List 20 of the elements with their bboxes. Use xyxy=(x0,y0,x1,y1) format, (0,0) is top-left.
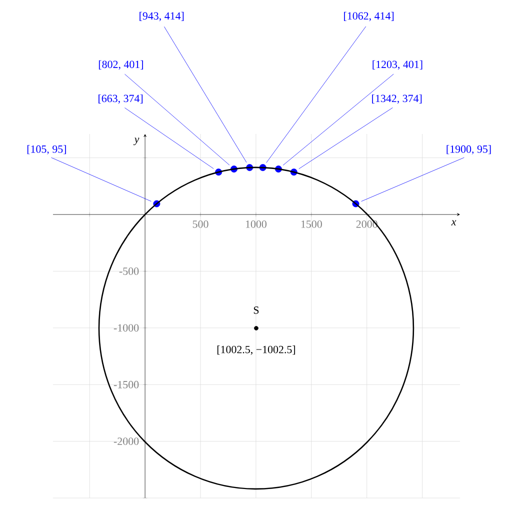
annotation: [802, 401] xyxy=(98,60,143,70)
y-axis-title: y xyxy=(133,138,140,146)
x-axis-title: x xyxy=(451,220,456,226)
annotation: [1062, 414] xyxy=(344,12,394,22)
y-tick-label: -500 xyxy=(119,268,139,275)
annotation: [1900, 95] xyxy=(446,145,491,154)
x-tick-label: 500 xyxy=(192,220,208,228)
annotation: [1002.5, −1002.5] xyxy=(217,346,296,355)
annotation: [105, 95] xyxy=(27,145,66,154)
y-tick-label: -2000 xyxy=(114,438,139,445)
annotation: [1203, 401] xyxy=(372,60,422,70)
y-tick-label: -1500 xyxy=(114,380,139,388)
annotation: S xyxy=(254,306,259,314)
annotation: [663, 374] xyxy=(98,94,143,104)
annotation: [943, 414] xyxy=(140,12,184,22)
y-tick-label: -1000 xyxy=(114,324,139,332)
x-tick-label: 1500 xyxy=(301,220,322,228)
point xyxy=(98,166,414,490)
x-tick-label: 1000 xyxy=(246,220,266,228)
annotation: [1342, 374] xyxy=(372,94,422,104)
